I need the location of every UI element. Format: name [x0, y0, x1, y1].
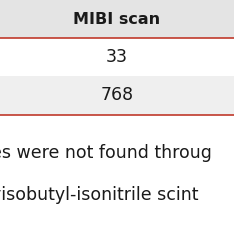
- Bar: [0, 115, 234, 234]
- Text: es were not found throug: es were not found throug: [0, 144, 212, 162]
- Bar: [0, 0, 234, 38]
- Text: MIBI scan: MIBI scan: [73, 11, 161, 26]
- Bar: [0, 76, 234, 115]
- Text: 33: 33: [106, 48, 128, 66]
- Text: yisobutyl-isonitrile scint: yisobutyl-isonitrile scint: [0, 186, 198, 204]
- Bar: [0, 38, 234, 76]
- Text: 768: 768: [100, 86, 134, 104]
